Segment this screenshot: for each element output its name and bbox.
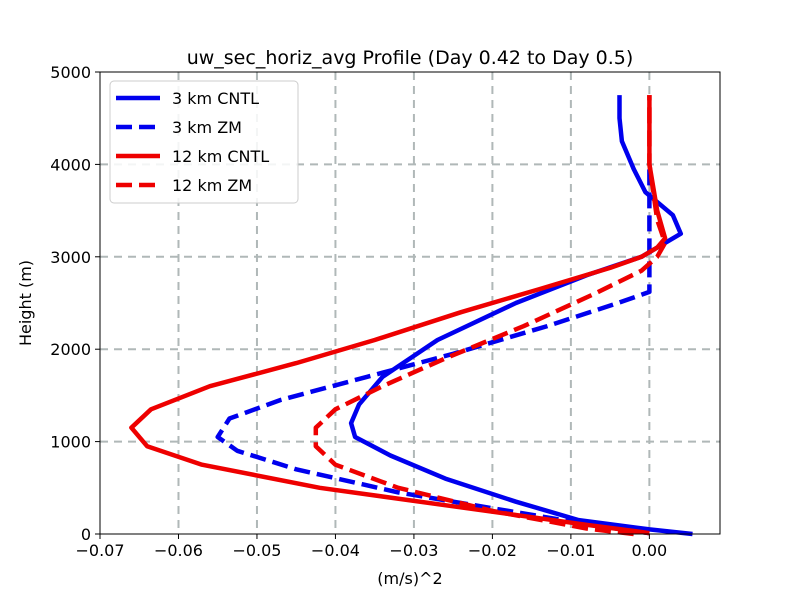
x-tick-label: −0.06 <box>154 541 203 560</box>
series-line-3-km-cntl <box>348 95 693 537</box>
legend-label: 3 km ZM <box>172 118 242 137</box>
plot-frame <box>99 71 721 535</box>
y-tick-label: 1000 <box>50 433 91 452</box>
x-tick-label: −0.04 <box>311 541 360 560</box>
x-axis-title: (m/s)^2 <box>377 569 442 588</box>
x-tick-label: −0.05 <box>232 541 281 560</box>
x-tick-label: −0.01 <box>546 541 595 560</box>
legend: 3 km CNTL 3 km ZM 12 km CNTL 12 km ZM <box>109 80 299 204</box>
plot-series <box>129 95 693 537</box>
x-tick-label: −0.03 <box>389 541 438 560</box>
series-line-12-km-zm <box>313 95 668 537</box>
axis-ticks: −0.07 −0.06 −0.05 −0.04 −0.03 −0.02 −0.01 0.00 0… <box>50 63 667 560</box>
legend-box <box>109 80 299 204</box>
x-tick-label: −0.02 <box>468 541 517 560</box>
legend-label: 12 km CNTL <box>172 147 269 166</box>
series-line-12-km-cntl <box>129 95 668 536</box>
series-line-3-km-zm <box>215 164 652 536</box>
y-tick-label: 2000 <box>50 340 91 359</box>
x-tick-label: −0.07 <box>75 541 124 560</box>
y-tick-label: 4000 <box>50 155 91 174</box>
legend-label: 3 km CNTL <box>172 89 259 108</box>
y-tick-label: 0 <box>81 525 91 544</box>
legend-label: 12 km ZM <box>172 176 252 195</box>
x-tick-label: 0.00 <box>632 541 668 560</box>
y-axis-title: Height (m) <box>16 260 35 346</box>
y-tick-label: 3000 <box>50 248 91 267</box>
y-tick-label: 5000 <box>50 63 91 82</box>
chart-title: uw_sec_horiz_avg Profile (Day 0.42 to Da… <box>187 47 634 69</box>
